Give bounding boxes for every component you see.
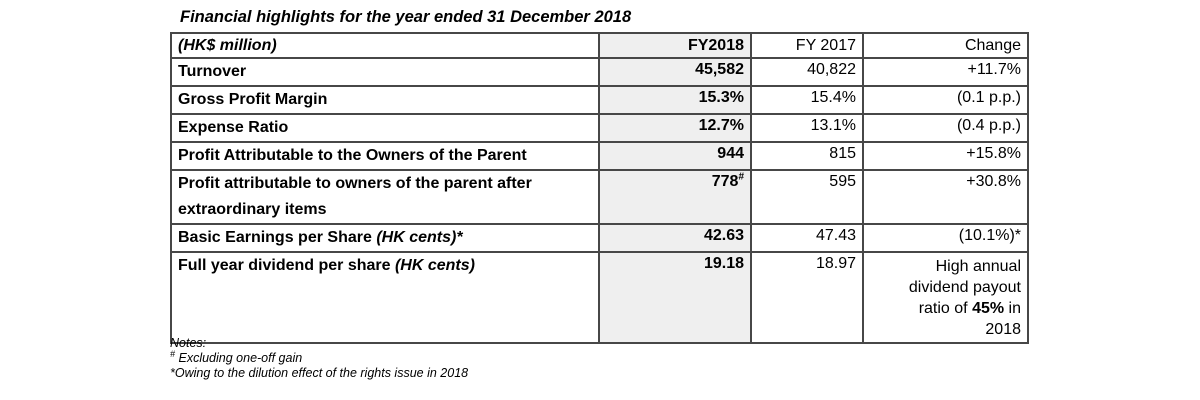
table-row-gross-profit-margin: Gross Profit Margin 15.3% 15.4% (0.1 p.p…: [170, 85, 1029, 115]
table-row-profit-attributable: Profit Attributable to the Owners of the…: [170, 141, 1029, 171]
row-label-cell: Profit Attributable to the Owners of the…: [170, 141, 600, 171]
row-label-cell: Full year dividend per share (HK cents): [170, 251, 600, 344]
dividend-payout-ratio-highlight: 45%: [972, 300, 1005, 317]
change-note-cell: High annual dividend payout ratio of 45%…: [862, 251, 1029, 344]
header-fy2018-cell: FY2018: [598, 32, 752, 59]
change-value-cell: +11.7%: [862, 57, 1029, 87]
fy2017-value-cell: 40,822: [750, 57, 864, 87]
header-fy2017-cell: FY 2017: [750, 32, 864, 59]
table-row-expense-ratio: Expense Ratio 12.7% 13.1% (0.4 p.p.): [170, 113, 1029, 143]
fy2017-value-cell: 47.43: [750, 223, 864, 253]
row-label-unit: (HK cents)*: [376, 229, 463, 246]
change-value-cell: +30.8%: [862, 169, 1029, 225]
fy2018-value-cell: 45,582: [598, 57, 752, 87]
table-row-turnover: Turnover 45,582 40,822 +11.7%: [170, 57, 1029, 87]
fy2018-value-cell: 778#: [598, 169, 752, 225]
fy2017-value-cell: 13.1%: [750, 113, 864, 143]
change-value-cell: (0.4 p.p.): [862, 113, 1029, 143]
footnotes: Notes: # Excluding one-off gain *Owing t…: [170, 336, 468, 381]
row-label-main: Basic Earnings per Share: [178, 229, 377, 246]
fy2017-value-cell: 18.97: [750, 251, 864, 344]
row-label-cell: Profit attributable to owners of the par…: [170, 169, 600, 225]
row-label-cell: Turnover: [170, 57, 600, 87]
fy2018-value-cell: 15.3%: [598, 85, 752, 115]
note-excluding-one-off-gain: # Excluding one-off gain: [170, 348, 303, 365]
change-value-cell: (10.1%)*: [862, 223, 1029, 253]
header-unit-cell: (HK$ million): [170, 32, 600, 59]
fy2018-value-cell: 12.7%: [598, 113, 752, 143]
table-row-full-year-dividend: Full year dividend per share (HK cents) …: [170, 251, 1029, 344]
row-label-cell: Expense Ratio: [170, 113, 600, 143]
table-header-row: (HK$ million) FY2018 FY 2017 Change: [170, 32, 1029, 59]
change-value-cell: (0.1 p.p.): [862, 85, 1029, 115]
row-label-unit: (HK cents): [394, 257, 475, 274]
fy2018-value: 778: [711, 173, 739, 190]
row-label-cell: Basic Earnings per Share (HK cents)*: [170, 223, 600, 253]
fy2018-value-cell: 944: [598, 141, 752, 171]
fy2018-value-cell: 42.63: [598, 223, 752, 253]
fy2018-value-cell: 19.18: [598, 251, 752, 344]
table-row-basic-eps: Basic Earnings per Share (HK cents)* 42.…: [170, 223, 1029, 253]
table-row-profit-after-extraordinary: Profit attributable to owners of the par…: [170, 169, 1029, 225]
row-label-main: Full year dividend per share: [178, 257, 395, 274]
notes-heading: Notes:: [170, 336, 207, 350]
change-note-text: High annual dividend payout ratio of 45%…: [908, 258, 1021, 338]
change-value-cell: +15.8%: [862, 141, 1029, 171]
fy2017-value-cell: 595: [750, 169, 864, 225]
financial-highlights-table: (HK$ million) FY2018 FY 2017 Change Turn…: [170, 32, 1029, 344]
hash-superscript: #: [170, 348, 176, 359]
header-change-cell: Change: [862, 32, 1029, 59]
row-label-cell: Gross Profit Margin: [170, 85, 600, 115]
fy2017-value-cell: 15.4%: [750, 85, 864, 115]
hash-superscript: #: [738, 171, 744, 183]
note-dilution-effect: *Owing to the dilution effect of the rig…: [170, 366, 469, 380]
page-title: Financial highlights for the year ended …: [180, 8, 632, 26]
fy2017-value-cell: 815: [750, 141, 864, 171]
